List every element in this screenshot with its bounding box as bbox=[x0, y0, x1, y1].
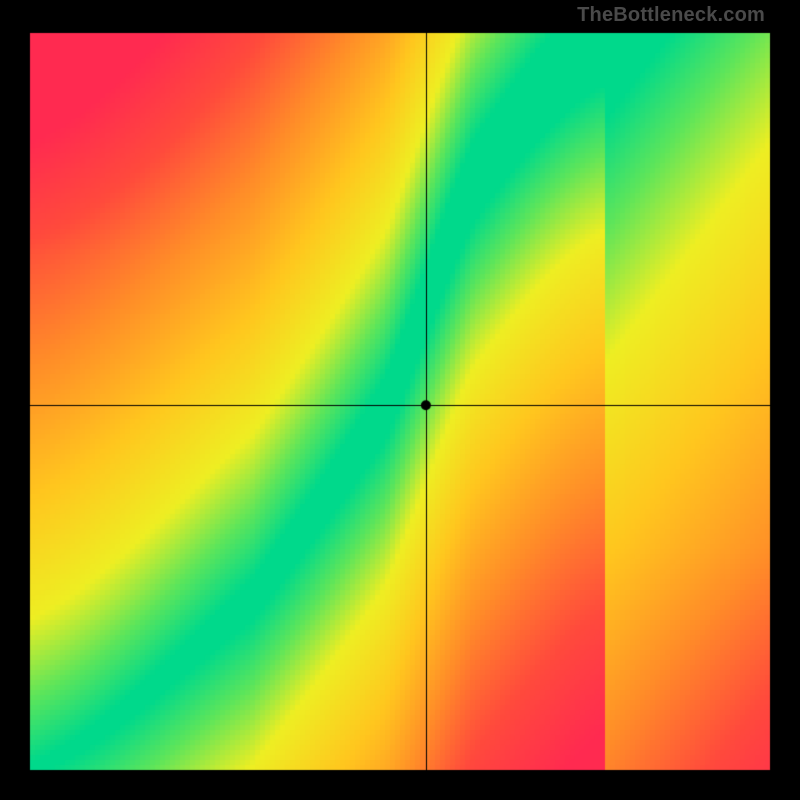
heatmap-canvas bbox=[0, 0, 800, 800]
chart-container: TheBottleneck.com bbox=[0, 0, 800, 800]
plot-area bbox=[0, 0, 800, 800]
watermark-text: TheBottleneck.com bbox=[577, 4, 765, 27]
